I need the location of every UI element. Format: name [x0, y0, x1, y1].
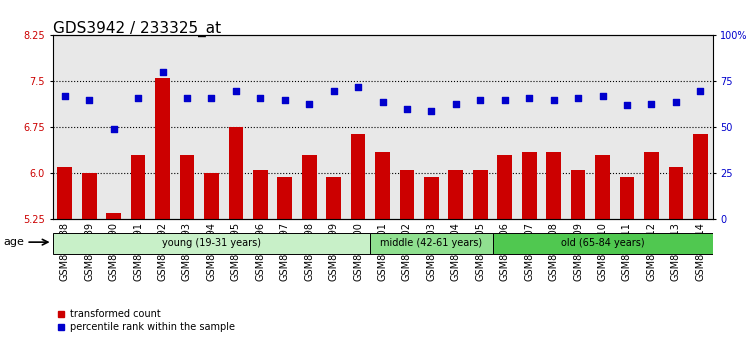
- Point: [83, 97, 95, 103]
- Point: [474, 97, 486, 103]
- Point: [230, 88, 242, 93]
- Bar: [693, 133, 707, 354]
- Point: [646, 101, 658, 106]
- Bar: [375, 152, 390, 354]
- Point: [376, 99, 388, 104]
- Bar: [204, 173, 219, 354]
- Bar: [546, 152, 561, 354]
- FancyBboxPatch shape: [493, 233, 712, 254]
- FancyBboxPatch shape: [370, 233, 493, 254]
- Point: [157, 69, 169, 75]
- Point: [328, 88, 340, 93]
- Point: [572, 95, 584, 101]
- Bar: [278, 177, 292, 354]
- Point: [58, 93, 70, 99]
- Point: [254, 95, 266, 101]
- Text: young (19-31 years): young (19-31 years): [162, 238, 261, 249]
- Text: old (65-84 years): old (65-84 years): [561, 238, 644, 249]
- Point: [279, 97, 291, 103]
- Point: [303, 101, 315, 106]
- Bar: [155, 78, 170, 354]
- Bar: [620, 177, 634, 354]
- Point: [107, 126, 119, 132]
- Bar: [326, 177, 341, 354]
- Bar: [179, 155, 194, 354]
- Bar: [424, 177, 439, 354]
- Bar: [571, 170, 586, 354]
- Point: [132, 95, 144, 101]
- Point: [621, 103, 633, 108]
- Point: [694, 88, 706, 93]
- Bar: [130, 155, 146, 354]
- Text: middle (42-61 years): middle (42-61 years): [380, 238, 482, 249]
- Point: [401, 106, 413, 112]
- Point: [499, 97, 511, 103]
- FancyBboxPatch shape: [53, 233, 370, 254]
- Point: [206, 95, 218, 101]
- Bar: [82, 173, 97, 354]
- Bar: [473, 170, 488, 354]
- Bar: [229, 127, 243, 354]
- Text: GDS3942 / 233325_at: GDS3942 / 233325_at: [53, 21, 220, 38]
- Point: [596, 93, 608, 99]
- Point: [352, 84, 364, 90]
- Point: [524, 95, 536, 101]
- Point: [670, 99, 682, 104]
- Legend: transformed count, percentile rank within the sample: transformed count, percentile rank withi…: [57, 309, 235, 332]
- Bar: [253, 170, 268, 354]
- Bar: [497, 155, 512, 354]
- Bar: [448, 170, 464, 354]
- Text: age: age: [4, 238, 25, 247]
- Bar: [351, 133, 365, 354]
- Point: [450, 101, 462, 106]
- Bar: [400, 170, 414, 354]
- Bar: [106, 213, 121, 354]
- Bar: [522, 152, 536, 354]
- Bar: [596, 155, 610, 354]
- Bar: [58, 167, 72, 354]
- Point: [181, 95, 193, 101]
- Point: [548, 97, 560, 103]
- Bar: [668, 167, 683, 354]
- Bar: [302, 155, 316, 354]
- Bar: [644, 152, 658, 354]
- Point: [425, 108, 437, 114]
